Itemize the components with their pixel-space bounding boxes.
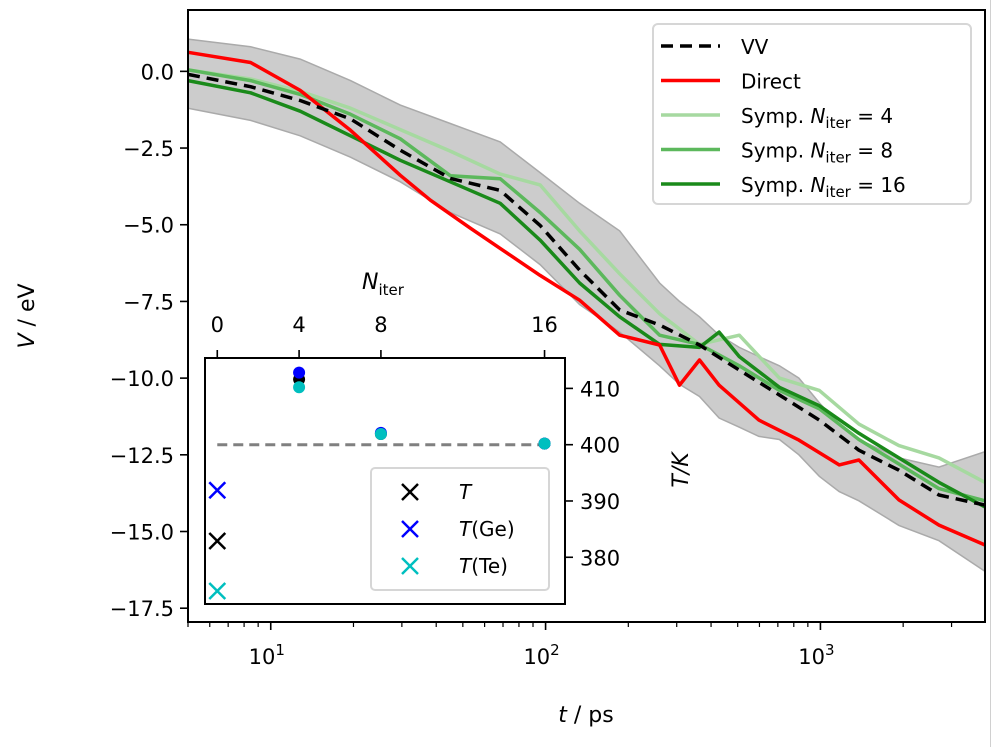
inset-x-axis-label: Niter	[362, 270, 405, 299]
legend-label-3: Symp. Niter = 8	[741, 139, 893, 167]
inset-legend-entries: T T(Ge) T(Te)	[401, 480, 515, 578]
series-line-3	[187, 68, 986, 503]
inset-temperature-plot: 0 4 8 16 410 400 390 380 Niter T/K T T(Ge) T(Te)	[204, 270, 694, 605]
inset-legend-label-1: T(Ge)	[459, 517, 515, 541]
y-tick-label: 0.0	[141, 60, 174, 84]
inset-legend-marker-0	[401, 483, 419, 501]
y-axis-label: V / eV	[15, 283, 40, 348]
x-ticks: 101 102 103	[187, 622, 953, 669]
inset-point-tge	[293, 366, 306, 379]
inset-point-tte	[293, 381, 306, 394]
series-line-2	[187, 68, 986, 484]
main-legend-box	[652, 23, 972, 205]
y-tick-label: −12.5	[110, 444, 174, 468]
y-ticks: 0.0 −2.5 −5.0 −7.5 −10.0 −12.5 −15.0 −17.5	[110, 60, 188, 621]
inset-cross-tge	[208, 481, 227, 500]
main-legend: VV Direct Symp. Niter = 4 Symp. Niter = 8 Sy…	[652, 23, 972, 205]
legend-label-2: Symp. Niter = 4	[741, 104, 893, 132]
y-tick-label: −15.0	[110, 521, 174, 545]
inset-y-tick-label: 380	[580, 546, 620, 570]
series-layer	[187, 50, 986, 547]
y-tick-label: −5.0	[123, 214, 174, 238]
inset-x-tick-label: 0	[211, 313, 224, 337]
inset-y-tick-label: 390	[580, 490, 620, 514]
inset-legend-marker-1	[401, 520, 419, 538]
inset-x-tick-label: 4	[292, 313, 305, 337]
inset-legend-label-2: T(Te)	[459, 554, 508, 578]
inset-legend-marker-2	[401, 557, 419, 575]
inset-legend-label-0: T	[459, 480, 473, 504]
y-tick-label: −7.5	[123, 290, 174, 314]
inset-x-tick-label: 8	[374, 313, 387, 337]
series-line-0	[187, 72, 986, 507]
image-edge-line	[990, 0, 991, 747]
main-axes-frame	[187, 9, 986, 623]
inset-y-axis-label: T/K	[669, 451, 694, 488]
legend-label-1: Direct	[741, 70, 801, 94]
inset-cross-t	[208, 532, 227, 550]
inset-cross-tte	[208, 582, 227, 600]
inset-point-tte	[538, 437, 551, 450]
x-axis-label: t / ps	[558, 703, 613, 728]
legend-label-4: Symp. Niter = 16	[741, 173, 906, 201]
x-tick-label: 102	[523, 641, 559, 669]
inset-y-tick-label: 410	[580, 377, 620, 401]
series-line-1	[187, 50, 986, 547]
inset-x-tick-label: 16	[531, 313, 558, 337]
inset-y-tick-label: 400	[580, 434, 620, 458]
inset-point-tte	[374, 427, 387, 440]
inset-layer: 0 4 8 16 410 400 390 380	[208, 313, 620, 600]
y-tick-label: −2.5	[123, 137, 174, 161]
legend-label-0: VV	[741, 35, 769, 59]
x-tick-label: 103	[798, 641, 834, 669]
x-tick-label: 101	[249, 641, 285, 669]
main-legend-entries: VV Direct Symp. Niter = 4 Symp. Niter = 8 Sy…	[661, 35, 906, 201]
y-tick-label: −10.0	[110, 367, 174, 391]
y-tick-label: −17.5	[110, 597, 174, 621]
